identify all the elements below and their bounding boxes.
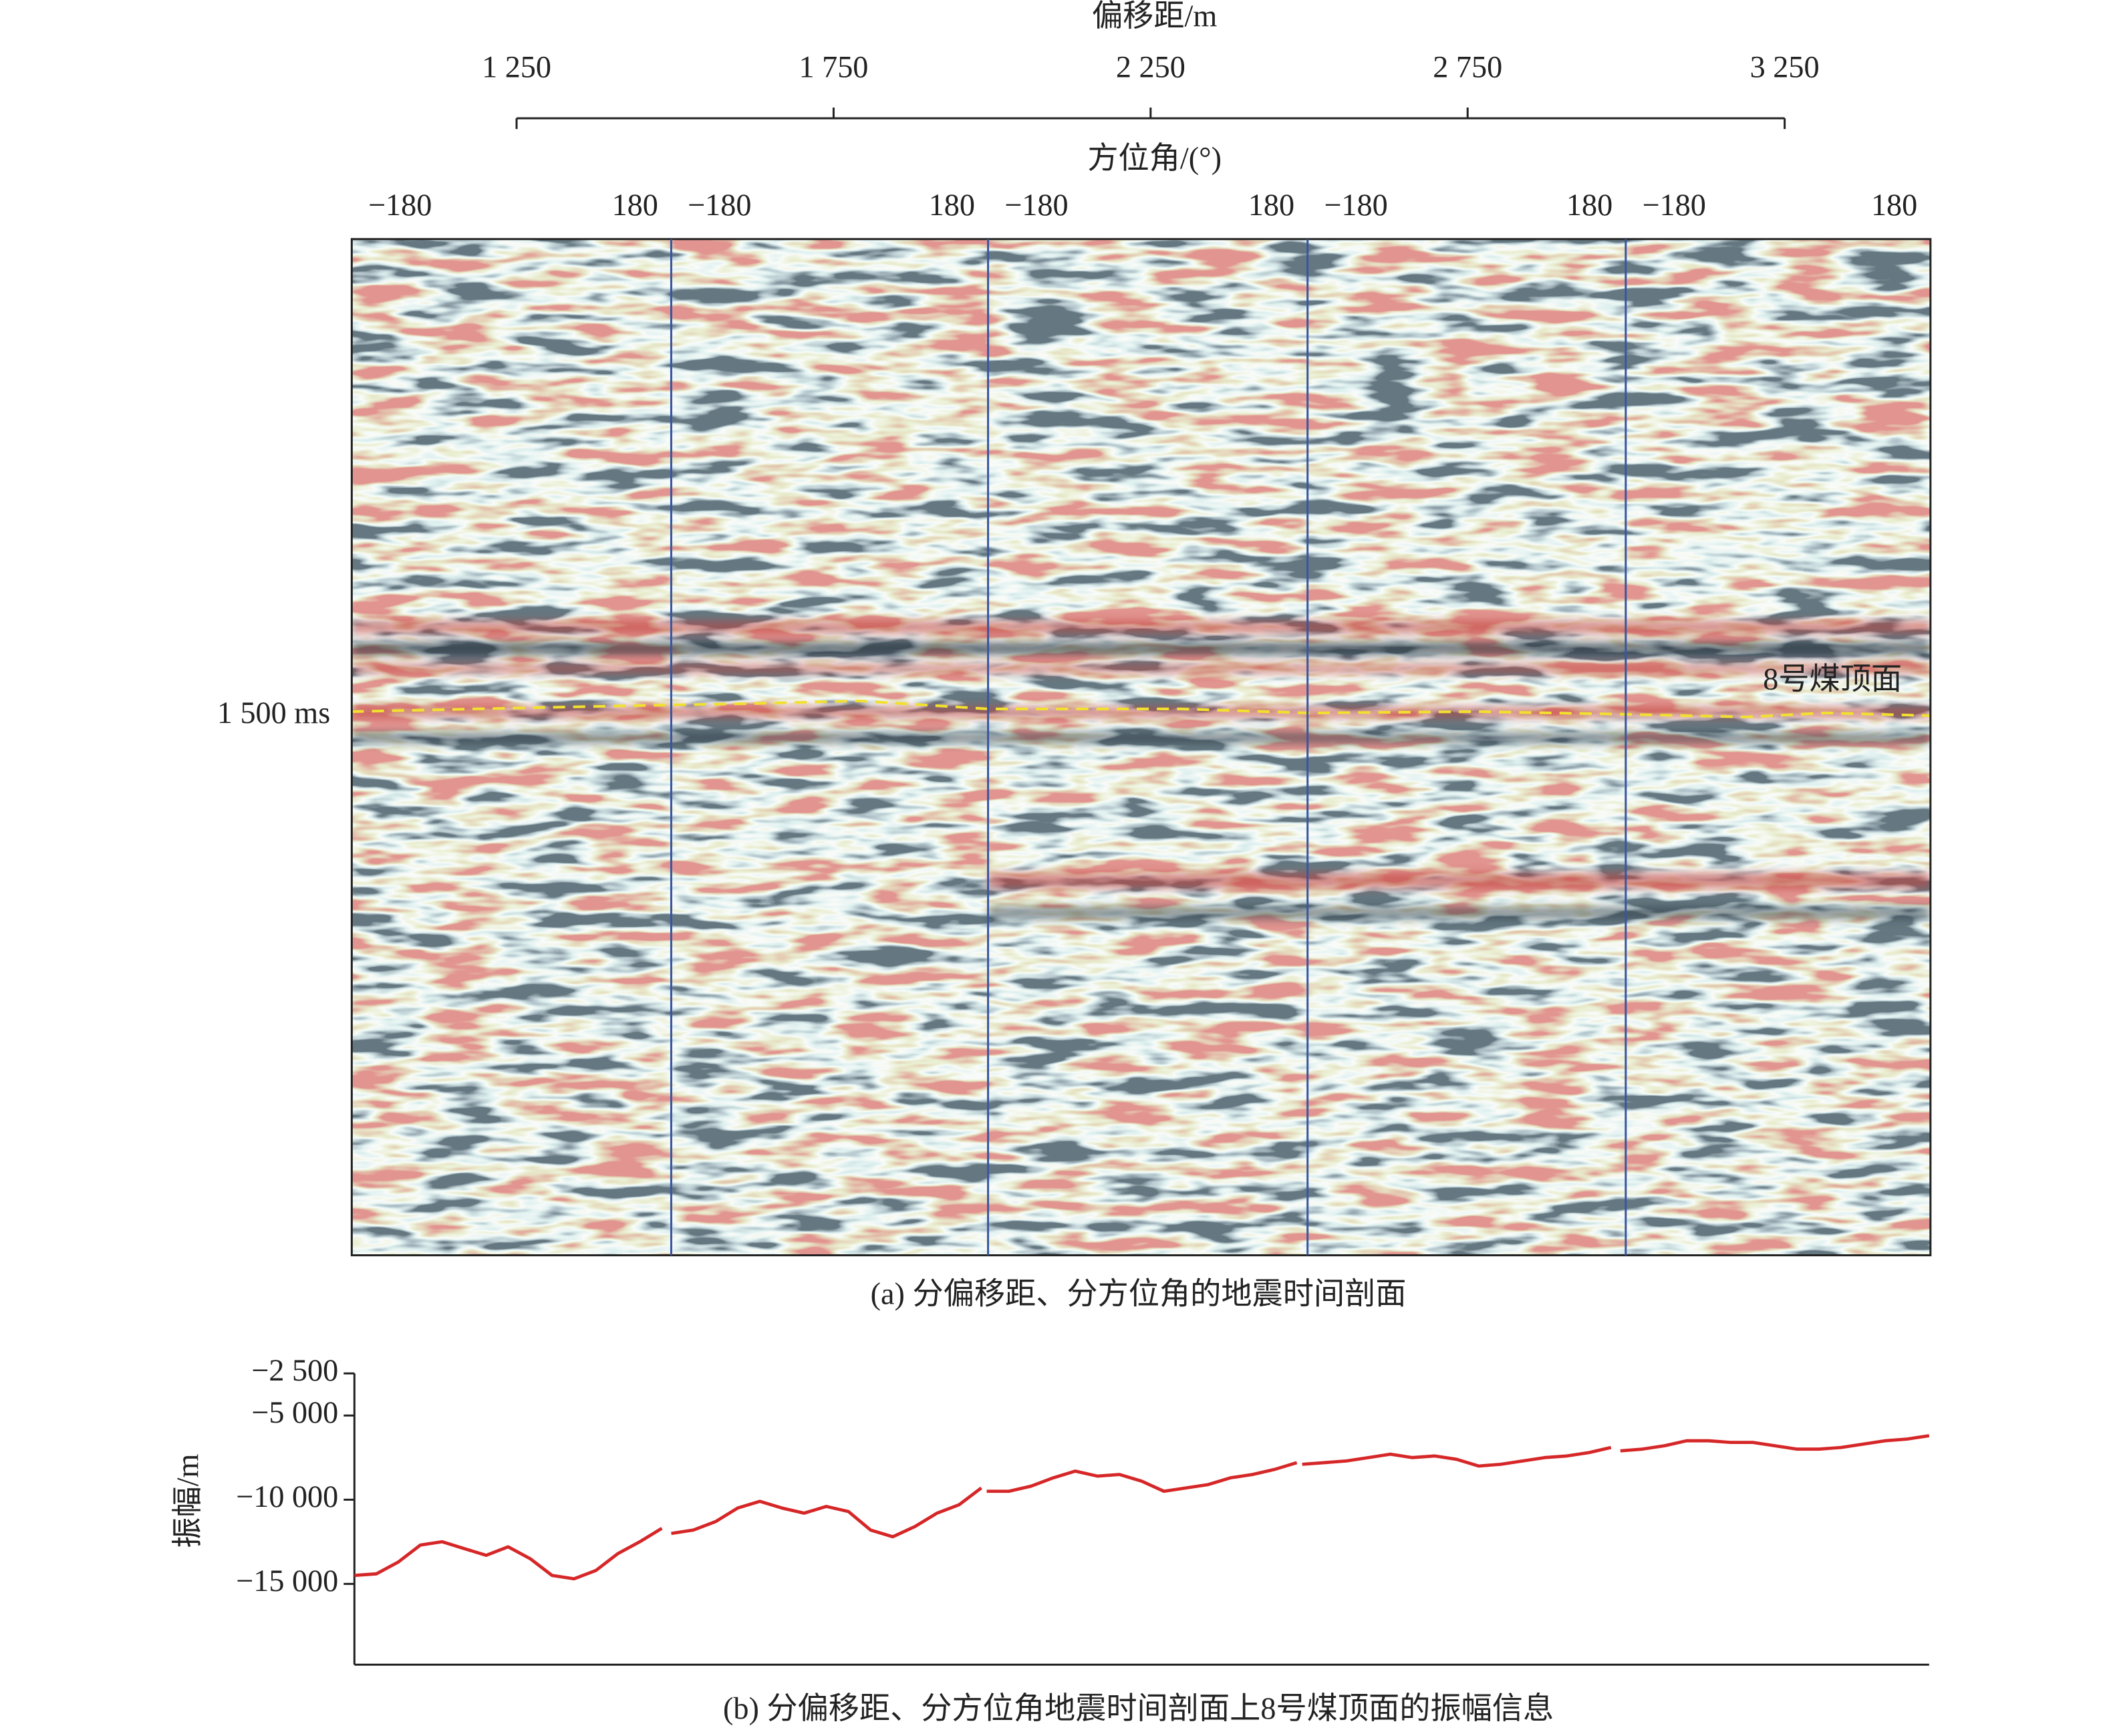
offset-tick-label: 1 750	[799, 49, 868, 84]
amplitude-line	[1620, 1434, 1930, 1453]
seismic-texture	[352, 239, 1931, 1256]
azimuth-tick-label: −180	[688, 188, 751, 222]
horizon-annotation: 8号煤顶面	[1763, 662, 1902, 696]
time-tick-label: 1 500 ms	[217, 696, 330, 730]
y-tick-label: −5 000	[251, 1395, 338, 1429]
band	[352, 732, 1931, 744]
amplitude-line	[1302, 1445, 1612, 1468]
azimuth-tick-label: 180	[1871, 188, 1917, 222]
azimuth-tick-label: −180	[1004, 188, 1068, 222]
band	[352, 620, 1931, 634]
seismic-section	[352, 239, 1931, 1256]
offset-axis-title: 偏移距/m	[1092, 0, 1217, 33]
y-tick-label: −2 500	[251, 1353, 338, 1387]
y-tick-label: −10 000	[236, 1479, 338, 1513]
offset-tick-label: 2 750	[1433, 49, 1502, 84]
band	[352, 663, 1931, 674]
azimuth-axis-title: 方位角/(°)	[1087, 141, 1222, 175]
caption-b: (b) 分偏移距、分方位角地震时间剖面上8号煤顶面的振幅信息	[723, 1691, 1554, 1725]
section-frame	[350, 238, 1932, 1257]
offset-tick-label: 2 250	[1116, 49, 1185, 84]
azimuth-tick-label: −180	[368, 188, 432, 222]
azimuth-tick-label: 180	[1248, 188, 1294, 222]
azimuth-tick-label: −180	[1642, 188, 1705, 222]
band	[988, 906, 1931, 920]
offset-tick-label: 1 250	[482, 49, 551, 84]
y-axis-title: 振幅/m	[170, 1454, 204, 1548]
amplitude-line	[986, 1461, 1298, 1493]
offset-tick-label: 3 250	[1750, 49, 1820, 84]
azimuth-tick-label: 180	[612, 188, 658, 222]
azimuth-tick-label: −180	[1324, 188, 1387, 222]
band	[352, 641, 1931, 656]
amplitude-line	[671, 1486, 982, 1539]
reflector-bands	[352, 620, 1931, 920]
amplitude-line	[354, 1527, 663, 1581]
band	[352, 706, 1931, 719]
caption-a: (a) 分偏移距、分方位角的地震时间剖面	[871, 1276, 1407, 1310]
azimuth-tick-label: 180	[929, 188, 975, 222]
horizon-line	[352, 699, 1931, 719]
y-tick-label: −15 000	[236, 1564, 338, 1598]
band	[988, 873, 1931, 889]
azimuth-tick-label: 180	[1566, 188, 1612, 222]
